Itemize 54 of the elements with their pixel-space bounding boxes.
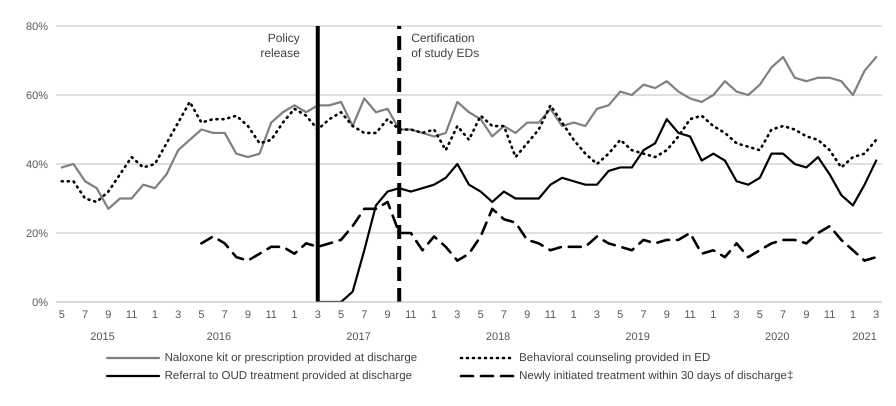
ref-line-label: Certification of study EDs [411, 31, 480, 60]
text: 2018 [486, 330, 510, 343]
text: 2021 [852, 330, 877, 343]
x-tick-label: 1 [431, 308, 438, 321]
x-tick-label: 9 [524, 308, 530, 321]
x-tick-label: 1 [570, 308, 577, 321]
x-tick-label: 3 [873, 308, 880, 321]
legend-label: Behavioral counseling provided in ED [519, 352, 710, 364]
y-tick-label: 60% [26, 90, 48, 102]
y-tick-label: 0% [32, 296, 48, 309]
x-tick-label: 11 [824, 308, 836, 321]
x-tick-label: 5 [338, 308, 344, 321]
x-tick-label: 7 [780, 308, 786, 321]
text: 2015 [90, 330, 115, 343]
x-tick-label: 5 [58, 308, 65, 321]
y-tick-label: 20% [26, 228, 48, 240]
y-tick-label: 80% [26, 20, 48, 33]
x-tick-label: 11 [684, 308, 696, 321]
legend-label: Referral to OUD treatment provided at discharge [164, 370, 412, 382]
x-tick-label: 5 [756, 308, 763, 321]
x-tick-label: 9 [105, 308, 112, 321]
y-tick-label: 40% [26, 158, 48, 171]
x-tick-label: 1 [850, 308, 856, 321]
x-tick-label: 1 [710, 308, 716, 321]
ref-line-label: Policy release [260, 31, 300, 60]
text: 2019 [625, 330, 650, 343]
x-tick-label: 3 [454, 308, 460, 321]
x-tick-label: 11 [126, 308, 138, 321]
x-tick-label: 1 [152, 308, 158, 321]
x-tick-label: 5 [617, 308, 624, 321]
x-tick-label: 5 [478, 308, 484, 321]
text: 2020 [765, 330, 790, 343]
x-tick-label: 9 [384, 308, 391, 321]
legend-label: Naloxone kit or prescription provided at discharge [164, 352, 418, 364]
x-tick-label: 3 [175, 308, 182, 321]
x-tick-label: 7 [361, 308, 368, 321]
x-tick-label: 7 [222, 308, 228, 321]
x-tick-label: 9 [244, 308, 252, 321]
x-tick-label: 11 [266, 308, 277, 321]
x-tick-label: 9 [664, 308, 670, 321]
x-tick-label: 3 [594, 308, 600, 321]
x-tick-label: 3 [314, 308, 321, 321]
legend-label: Newly initiated treatment within 30 days of discharge‡ [519, 370, 794, 382]
x-tick-label: 11 [544, 308, 556, 321]
x-tick-label: 7 [500, 308, 507, 321]
x-tick-label: 1 [291, 308, 298, 321]
text: 2017 [346, 330, 371, 343]
text: 2016 [206, 330, 232, 343]
x-tick-label: 11 [405, 308, 417, 321]
x-tick-label: 7 [82, 308, 88, 321]
x-tick-label: 9 [803, 308, 810, 321]
x-tick-label: 7 [640, 308, 647, 321]
x-tick-label: 3 [734, 308, 740, 321]
x-tick-label: 5 [198, 308, 204, 321]
